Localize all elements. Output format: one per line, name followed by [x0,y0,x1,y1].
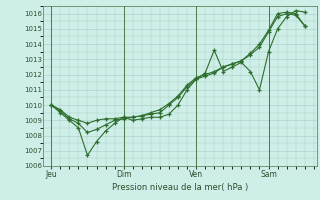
X-axis label: Pression niveau de la mer( hPa ): Pression niveau de la mer( hPa ) [112,183,248,192]
